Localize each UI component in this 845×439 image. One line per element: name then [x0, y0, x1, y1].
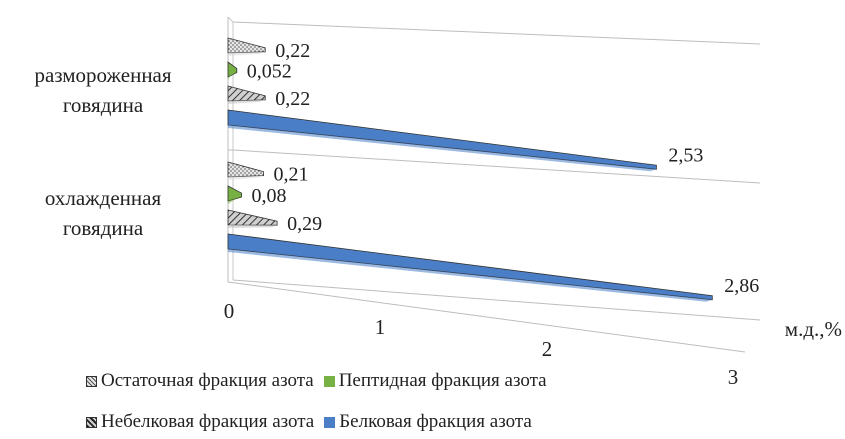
- bar-shadow-0-2: [228, 99, 266, 104]
- floor-front-edge: [227, 281, 746, 353]
- legend-swatch-residual: [86, 375, 97, 387]
- bar-shadow-1-0: [228, 175, 264, 180]
- bar-1-3: [227, 233, 713, 301]
- data-label-1-1: 0,08: [252, 185, 287, 207]
- bar-1-2: [227, 209, 278, 226]
- chart-frame: [227, 16, 761, 353]
- legend-row-2: Небелковая фракция азота Белковая фракци…: [86, 411, 542, 433]
- bar-shadow-0-1: [228, 72, 237, 80]
- bar-shadow-1-2: [228, 225, 278, 228]
- bar-shadow-1-1: [228, 197, 242, 204]
- bar-0-2: [227, 85, 266, 102]
- x-axis-label: м.д.,%: [785, 317, 842, 341]
- data-label-0-3: 2,53: [668, 144, 703, 166]
- data-label-1-2: 0,29: [287, 213, 322, 235]
- bar-0-0: [227, 37, 266, 54]
- legend-swatch-peptide: [323, 375, 335, 387]
- gridline-top: [232, 21, 761, 45]
- bar-0-3: [227, 109, 657, 170]
- category-label-0-line-0: размороженная: [34, 63, 171, 87]
- bar-shadow-0-3: [228, 125, 657, 172]
- legend-item-nonprotein: Небелковая фракция азота: [86, 411, 314, 433]
- legend-label-protein: Белковая фракция азота: [339, 411, 532, 432]
- x-tick-label-0: 0: [224, 299, 235, 323]
- bar-1-0: [227, 161, 264, 178]
- legend-label-residual: Остаточная фракция азота: [101, 370, 314, 391]
- category-label-1-line-1: говядина: [63, 216, 144, 240]
- legend-label-peptide: Пептидная фракция азота: [338, 370, 547, 391]
- data-label-0-0: 0,22: [275, 40, 310, 62]
- bars-layer: [227, 37, 713, 302]
- bar-1-1: [227, 185, 242, 202]
- category-label-0-line-1: говядина: [63, 93, 144, 117]
- x-tick-label-2: 2: [542, 337, 553, 361]
- bar-shadow-0-0: [228, 51, 266, 56]
- data-label-1-3: 2,86: [724, 275, 759, 297]
- data-label-0-2: 0,22: [275, 88, 310, 110]
- legend-swatch-nonprotein: [86, 416, 97, 428]
- legend-label-nonprotein: Небелковая фракция азота: [101, 411, 315, 432]
- legend-row-1: Остаточная фракция азота Пептидная фракц…: [86, 370, 557, 392]
- legend-item-residual: Остаточная фракция азота: [86, 370, 314, 392]
- bar-shadow-1-3: [228, 249, 713, 302]
- legend-swatch-protein: [324, 416, 336, 428]
- x-tick-label-1: 1: [375, 315, 386, 339]
- x-tick-label-3: 3: [728, 365, 739, 389]
- labels-layer: 0 1 2 3 м.д.,% размороженная говядина охлажденн…: [34, 40, 842, 389]
- legend-item-peptide: Пептидная фракция азота: [323, 370, 547, 392]
- data-label-0-1: 0,052: [247, 61, 292, 83]
- floor-back-edge: [232, 279, 761, 321]
- gridline-middle: [232, 149, 761, 184]
- data-label-1-0: 0,21: [274, 164, 309, 186]
- category-label-1-line-0: охлажденная: [45, 186, 162, 210]
- legend-item-protein: Белковая фракция азота: [324, 411, 532, 433]
